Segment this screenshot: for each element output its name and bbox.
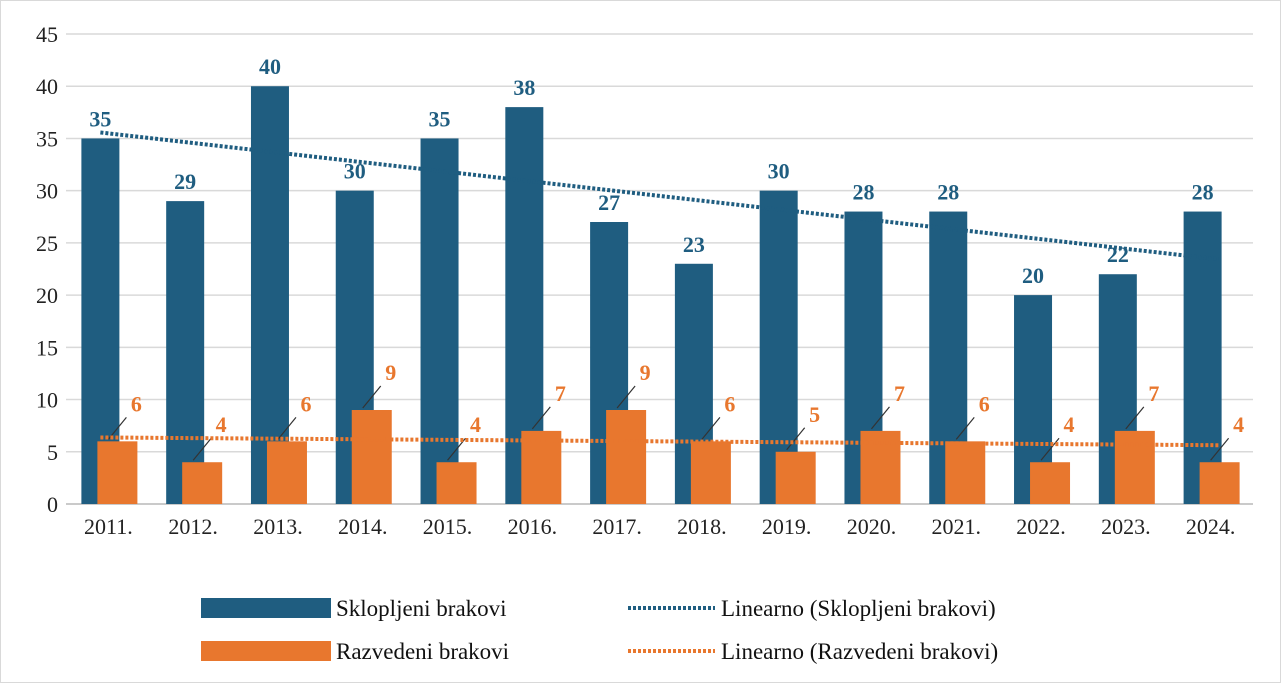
data-label-razvedeni: 7 (1148, 381, 1159, 406)
data-label-sklopljeni: 28 (1192, 180, 1214, 205)
data-label-sklopljeni: 38 (513, 75, 535, 100)
y-tick-label: 10 (36, 388, 58, 413)
bar-sklopljeni (166, 201, 205, 504)
y-tick-label: 30 (36, 179, 58, 204)
y-tick-label: 40 (36, 74, 58, 99)
x-tick-label: 2024. (1186, 514, 1236, 539)
data-label-leader (1125, 406, 1145, 430)
bar-razvedeni (266, 441, 307, 504)
x-tick-label: 2015. (423, 514, 473, 539)
data-label-razvedeni: 7 (555, 381, 566, 406)
data-label-leader (277, 416, 297, 440)
legend-swatch (201, 598, 331, 618)
data-label-sklopljeni: 30 (344, 159, 366, 184)
data-label-leader (955, 416, 975, 440)
legend-label: Sklopljeni brakovi (336, 596, 507, 621)
data-label-leader (786, 427, 806, 451)
x-tick-label: 2014. (338, 514, 388, 539)
bar-razvedeni (945, 441, 986, 504)
data-label-sklopljeni: 28 (937, 180, 959, 205)
x-tick-label: 2018. (677, 514, 727, 539)
x-tick-label: 2017. (592, 514, 642, 539)
data-label-sklopljeni: 28 (852, 180, 874, 205)
y-tick-label: 35 (36, 126, 58, 151)
bar-razvedeni (775, 451, 816, 504)
data-label-razvedeni: 6 (724, 391, 735, 416)
trendline-sklopljeni (100, 130, 1219, 262)
data-label-razvedeni: 6 (979, 391, 990, 416)
data-label-leader (701, 416, 721, 440)
y-tick-label: 20 (36, 283, 58, 308)
y-tick-label: 15 (36, 335, 58, 360)
data-label-razvedeni: 7 (894, 381, 905, 406)
data-label-leader (616, 385, 636, 409)
bar-razvedeni (182, 462, 223, 504)
x-tick-label: 2021. (932, 514, 982, 539)
y-tick-label: 45 (36, 22, 58, 47)
legend-label: Razvedeni brakovi (336, 639, 509, 664)
x-tick-label: 2016. (508, 514, 558, 539)
legend-label: Linearno (Sklopljeni brakovi) (721, 596, 996, 621)
bar-razvedeni (1030, 462, 1071, 504)
data-label-sklopljeni: 29 (174, 169, 196, 194)
data-label-sklopljeni: 23 (683, 232, 705, 257)
y-tick-label: 25 (36, 231, 58, 256)
data-label-razvedeni: 4 (216, 412, 227, 437)
y-tick-label: 5 (47, 440, 58, 465)
data-label-razvedeni: 9 (640, 360, 651, 385)
trendline-razvedeni (100, 435, 1219, 448)
data-label-razvedeni: 6 (300, 391, 311, 416)
data-label-razvedeni: 5 (809, 402, 820, 427)
bar-razvedeni (97, 441, 138, 504)
bar-razvedeni (606, 410, 647, 504)
data-label-razvedeni: 9 (385, 360, 396, 385)
data-label-sklopljeni: 35 (429, 106, 451, 131)
data-label-sklopljeni: 20 (1022, 263, 1044, 288)
x-tick-label: 2022. (1016, 514, 1066, 539)
data-label-leader (362, 385, 382, 409)
bar-razvedeni (1199, 462, 1240, 504)
data-label-sklopljeni: 27 (598, 190, 620, 215)
x-tick-label: 2023. (1101, 514, 1151, 539)
legend-label: Linearno (Razvedeni brakovi) (721, 639, 998, 664)
x-tick-label: 2011. (84, 514, 133, 539)
data-label-razvedeni: 4 (1064, 412, 1075, 437)
x-tick-label: 2020. (847, 514, 897, 539)
data-label-sklopljeni: 35 (89, 106, 111, 131)
bar-razvedeni (351, 410, 392, 504)
bar-sklopljeni (420, 138, 459, 504)
data-label-sklopljeni: 30 (768, 159, 790, 184)
data-label-razvedeni: 6 (131, 391, 142, 416)
data-label-leader (870, 406, 890, 430)
y-tick-label: 0 (47, 492, 58, 517)
data-label-razvedeni: 4 (1233, 412, 1244, 437)
data-label-leader (1210, 437, 1230, 461)
x-tick-label: 2013. (253, 514, 303, 539)
data-label-leader (531, 406, 551, 430)
data-label-leader (1040, 437, 1060, 461)
data-label-leader (192, 437, 212, 461)
bar-razvedeni (521, 430, 562, 504)
x-tick-label: 2019. (762, 514, 812, 539)
data-label-razvedeni: 4 (470, 412, 481, 437)
bar-razvedeni (690, 441, 731, 504)
data-label-sklopljeni: 22 (1107, 242, 1129, 267)
x-tick-label: 2012. (168, 514, 218, 539)
data-label-sklopljeni: 40 (259, 54, 281, 79)
bar-razvedeni (1114, 430, 1155, 504)
legend-swatch (201, 641, 331, 661)
bar-razvedeni (436, 462, 477, 504)
